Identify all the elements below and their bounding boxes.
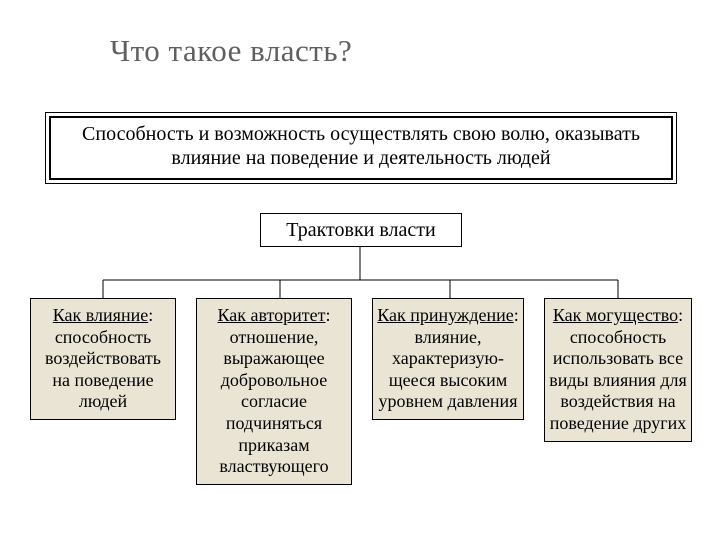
card-3: Как могущество: способность использовать… [544,298,692,442]
subheader-box: Трактовки власти [260,213,462,247]
card-title-1: Как авторитет [217,305,325,325]
card-title-3: Как могущество [553,305,678,325]
card-2: Как принуждение: влияние, характеризую-щ… [372,298,524,420]
card-title-0: Как влияние [53,305,148,325]
slide: Что такое власть? Способность и возможно… [0,0,720,540]
card-1: Как авторитет: отношение, выражающее доб… [196,298,352,485]
card-0: Как влияние: способность воздействовать … [30,298,176,420]
card-title-2: Как принуждение [377,305,514,325]
card-body-1: : отношение, выражающее добровольное сог… [219,305,330,476]
card-row: Как влияние: способность воздействовать … [30,298,692,485]
